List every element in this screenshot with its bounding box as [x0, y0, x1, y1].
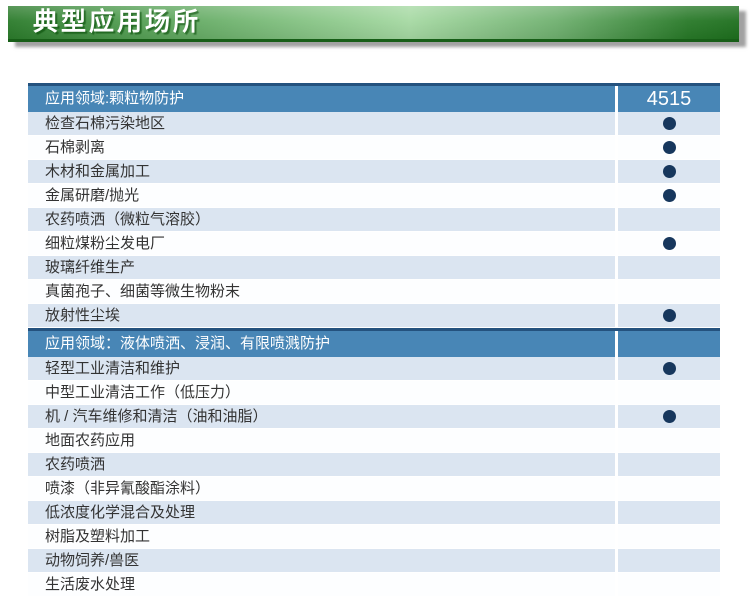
- applicable-dot-icon: [662, 141, 676, 154]
- table-row: 低浓度化学混合及处理: [28, 501, 720, 525]
- applicable-dot-icon: [662, 165, 676, 178]
- row-label: 地面农药应用: [45, 432, 136, 449]
- section-header-label: 应用领域：液体喷洒、浸润、有限喷溅防护: [45, 335, 331, 352]
- row-label: 金属研磨/抛光: [45, 187, 140, 204]
- dot-cell: [615, 549, 720, 572]
- dot-cell: [615, 501, 720, 524]
- section-title-banner: 典型应用场所: [8, 6, 739, 42]
- applicable-dot-icon: [662, 410, 676, 423]
- row-label: 生活废水处理: [45, 576, 136, 593]
- row-label: 动物饲养/兽医: [45, 552, 140, 569]
- table-row: 农药喷洒: [28, 453, 720, 477]
- row-label: 放射性尘埃: [45, 307, 121, 324]
- dot-cell: [615, 208, 720, 231]
- row-label: 细粒煤粉尘发电厂: [45, 235, 166, 252]
- table-section-liquid: 应用领域：液体喷洒、浸润、有限喷溅防护 轻型工业清洁和维护 中型工业清洁工作（低…: [28, 328, 720, 597]
- row-label: 玻璃纤维生产: [45, 259, 136, 276]
- table-row: 树脂及塑料加工: [28, 525, 720, 549]
- dot-cell: [615, 525, 720, 548]
- dot-cell: [615, 405, 720, 428]
- applicable-dot-icon: [662, 362, 676, 375]
- table-row: 生活废水处理: [28, 573, 720, 597]
- applicable-dot-icon: [662, 237, 676, 250]
- dot-cell: [615, 453, 720, 476]
- row-label: 真菌孢子、细菌等微生物粉末: [45, 283, 241, 300]
- dot-cell: [615, 429, 720, 452]
- dot-cell: [615, 280, 720, 303]
- table-row: 检查石棉污染地区: [28, 112, 720, 136]
- table-row: 喷漆（非异氰酸酯涂料）: [28, 477, 720, 501]
- row-label: 木材和金属加工: [45, 163, 151, 180]
- table-row: 轻型工业清洁和维护: [28, 357, 720, 381]
- row-label: 农药喷洒（微粒气溶胶）: [45, 211, 211, 228]
- row-label: 喷漆（非异氰酸酯涂料）: [45, 480, 211, 497]
- applicable-dot-icon: [662, 117, 676, 130]
- section-rows: 轻型工业清洁和维护 中型工业清洁工作（低压力） 机 / 汽车维修和清洁（油和油脂…: [28, 357, 720, 597]
- applicable-dot-icon: [662, 309, 676, 322]
- row-label: 中型工业清洁工作（低压力）: [45, 384, 241, 401]
- table-row: 农药喷洒（微粒气溶胶）: [28, 208, 720, 232]
- table-row: 放射性尘埃: [28, 304, 720, 328]
- table-row: 中型工业清洁工作（低压力）: [28, 381, 720, 405]
- dot-cell: [615, 112, 720, 135]
- table-row: 玻璃纤维生产: [28, 256, 720, 280]
- product-code: 4515: [615, 86, 720, 112]
- dot-cell: [615, 573, 720, 596]
- section-header-label: 应用领域:颗粒物防护: [45, 90, 185, 107]
- table-row: 金属研磨/抛光: [28, 184, 720, 208]
- table-row: 细粒煤粉尘发电厂: [28, 232, 720, 256]
- dot-cell: [615, 304, 720, 327]
- row-label: 机 / 汽车维修和清洁（油和油脂）: [45, 408, 268, 425]
- dot-cell: [615, 381, 720, 404]
- dot-cell: [615, 160, 720, 183]
- table-row: 木材和金属加工: [28, 160, 720, 184]
- row-label: 检查石棉污染地区: [45, 115, 166, 132]
- dot-cell: [615, 232, 720, 255]
- dot-cell: [615, 256, 720, 279]
- row-label: 石棉剥离: [45, 139, 106, 156]
- dot-cell: [615, 184, 720, 207]
- section-header: 应用领域：液体喷洒、浸润、有限喷溅防护: [28, 328, 720, 357]
- row-label: 树脂及塑料加工: [45, 528, 151, 545]
- section-rows: 检查石棉污染地区 石棉剥离 木材和金属加工 金属研磨/抛光 农药喷洒（微粒气溶胶…: [28, 112, 720, 328]
- page-title: 典型应用场所: [33, 8, 202, 36]
- table-row: 真菌孢子、细菌等微生物粉末: [28, 280, 720, 304]
- table-row: 石棉剥离: [28, 136, 720, 160]
- row-label: 轻型工业清洁和维护: [45, 360, 181, 377]
- row-label: 农药喷洒: [45, 456, 106, 473]
- dot-cell: [615, 357, 720, 380]
- section-header: 应用领域:颗粒物防护 4515: [28, 83, 720, 112]
- product-code-cell-empty: [615, 331, 720, 357]
- application-table: 应用领域:颗粒物防护 4515 检查石棉污染地区 石棉剥离 木材和金属加工 金属…: [28, 83, 720, 597]
- table-row: 动物饲养/兽医: [28, 549, 720, 573]
- applicable-dot-icon: [662, 189, 676, 202]
- table-section-particulate: 应用领域:颗粒物防护 4515 检查石棉污染地区 石棉剥离 木材和金属加工 金属…: [28, 83, 720, 328]
- dot-cell: [615, 477, 720, 500]
- dot-cell: [615, 136, 720, 159]
- table-row: 地面农药应用: [28, 429, 720, 453]
- row-label: 低浓度化学混合及处理: [45, 504, 196, 521]
- table-row: 机 / 汽车维修和清洁（油和油脂）: [28, 405, 720, 429]
